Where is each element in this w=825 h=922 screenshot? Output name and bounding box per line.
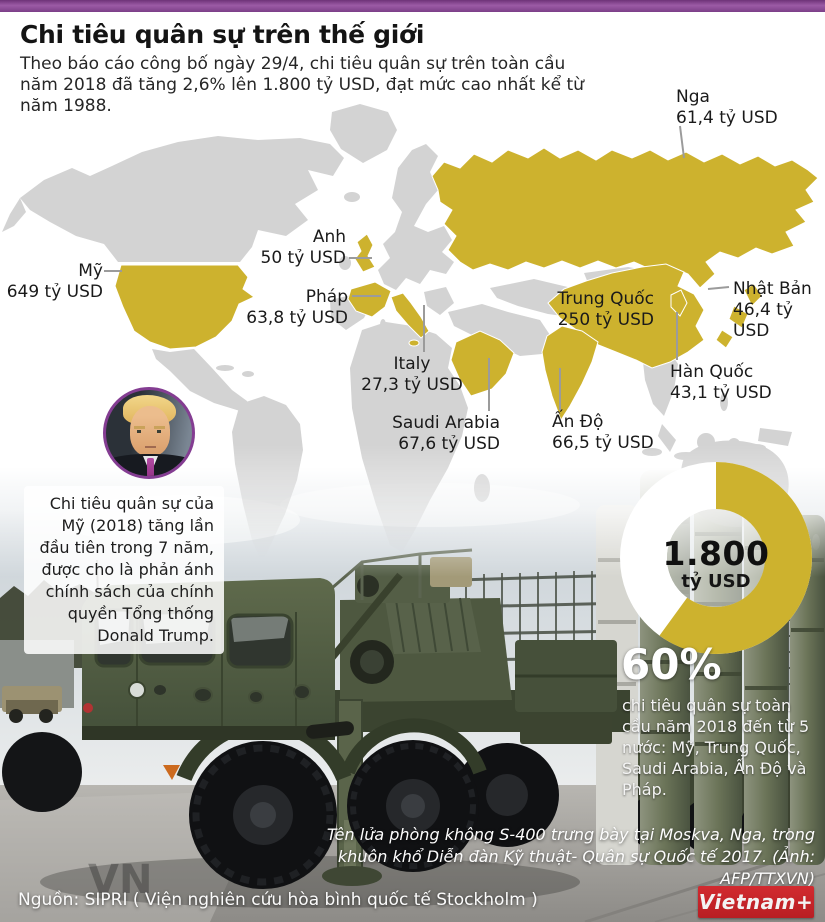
map-label-nga: Nga 61,4 tỷ USD: [676, 87, 778, 129]
country-value: 250 tỷ USD: [557, 310, 654, 330]
country-name: Nga: [676, 87, 710, 107]
country-name: Italy: [393, 354, 431, 374]
country-name: Anh: [312, 227, 346, 247]
source-credit: Nguồn: SIPRI ( Viện nghiên cứu hòa bình …: [18, 890, 538, 910]
trump-face: [130, 406, 170, 456]
map-label-saudi: Saudi Arabia 67,6 tỷ USD: [376, 413, 500, 455]
country-name: Mỹ: [78, 261, 103, 281]
country-value: 63,8 tỷ USD: [246, 308, 348, 328]
photo-caption: Tên lửa phòng không S-400 trưng bày tại …: [326, 825, 815, 888]
donut-chart: [620, 462, 812, 654]
donut-percent: 60%: [621, 640, 722, 689]
country-name: Trung Quốc: [557, 289, 654, 309]
country-name: Ấn Độ: [552, 412, 604, 432]
trump-portrait: [103, 387, 195, 479]
country-value: 649 tỷ USD: [6, 282, 103, 302]
country-value: 43,1 tỷ USD: [670, 383, 772, 403]
map-label-nhat-ban: Nhật Bản 46,4 tỷ USD: [733, 279, 825, 342]
country-value: 66,5 tỷ USD: [552, 433, 654, 453]
map-label-my: Mỹ 649 tỷ USD: [0, 261, 103, 303]
map-label-italy: Italy 27,3 tỷ USD: [352, 354, 472, 396]
donut-total-unit: tỷ USD: [681, 571, 751, 592]
donut-description: chi tiêu quân sự toàn cầu năm 2018 đến t…: [622, 696, 810, 799]
country-value: 67,6 tỷ USD: [398, 434, 500, 454]
top-accent-bar: [0, 0, 825, 12]
country-value: 50 tỷ USD: [260, 248, 347, 268]
map-label-han-quoc: Hàn Quốc 43,1 tỷ USD: [670, 362, 772, 404]
donut-total-value: 1.800: [662, 534, 770, 573]
country-value: 46,4 tỷ USD: [733, 300, 793, 341]
map-label-an-do: Ấn Độ 66,5 tỷ USD: [552, 412, 654, 454]
country-name: Hàn Quốc: [670, 362, 754, 382]
country-name: Nhật Bản: [733, 279, 812, 299]
page-subtitle: Theo báo cáo công bố ngày 29/4, chi tiêu…: [20, 54, 584, 116]
vietnamplus-logo: Vietnam+: [698, 886, 814, 918]
map-label-trung-quoc: Trung Quốc 250 tỷ USD: [536, 289, 654, 331]
trump-note-text: Chi tiêu quân sự của Mỹ (2018) tăng lần …: [24, 486, 224, 654]
country-name: Pháp: [305, 287, 348, 307]
country-name: Saudi Arabia: [392, 413, 500, 433]
watermark-text: VN: [88, 857, 152, 903]
country-value: 61,4 tỷ USD: [676, 108, 778, 128]
page-title: Chi tiêu quân sự trên thế giới: [20, 20, 425, 49]
world-map: [2, 104, 820, 563]
map-label-phap: Pháp 63,8 tỷ USD: [234, 287, 348, 329]
country-value: 27,3 tỷ USD: [361, 375, 463, 395]
trump-tie: [147, 458, 154, 476]
map-label-anh: Anh 50 tỷ USD: [238, 227, 347, 269]
